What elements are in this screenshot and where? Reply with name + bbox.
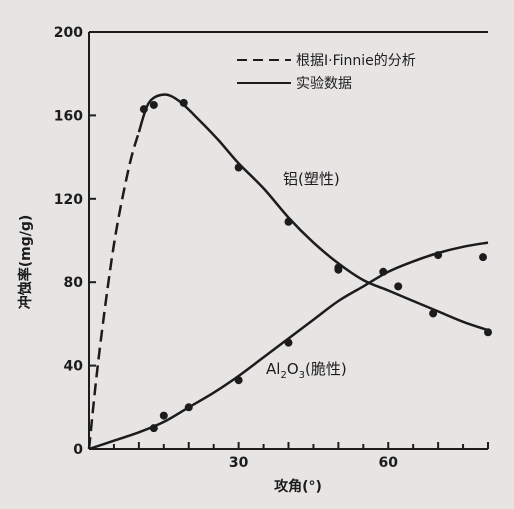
annotation-alumina-o: O [287, 360, 299, 378]
data-point [484, 328, 492, 337]
series-lines [87, 93, 489, 451]
data-point [149, 424, 158, 433]
data-point [434, 251, 443, 260]
series-line-dashed [87, 131, 141, 450]
x-tick-label: 60 [379, 455, 399, 471]
data-point [429, 309, 438, 318]
y-ticks: 0 40 80 120 160 200 [54, 25, 96, 458]
annotation-alumina-sub3: 3 [299, 370, 305, 381]
series-line-solid [137, 93, 489, 332]
annotation-alumina-sub2: 2 [280, 370, 286, 381]
data-point [394, 282, 403, 291]
x-ticks: 30 60 [112, 442, 489, 471]
x-tick-label: 30 [229, 455, 249, 471]
legend: 根据I·Finnie的分析 实验数据 [237, 53, 416, 92]
data-point [159, 411, 168, 420]
data-point [149, 100, 158, 109]
data-point [234, 163, 243, 172]
y-axis-title: 冲蚀率(mg/g) [17, 215, 34, 310]
y-tick-label: 160 [54, 108, 83, 124]
annotation-alumina: Al2O3(脆性) [266, 360, 347, 381]
legend-label-dashed: 根据I·Finnie的分析 [296, 53, 416, 69]
data-point [479, 253, 488, 262]
data-point [184, 403, 193, 412]
series-points [139, 98, 492, 433]
legend-label-solid: 实验数据 [296, 76, 352, 92]
data-point [284, 338, 293, 347]
data-point [234, 376, 243, 385]
data-point [179, 98, 188, 107]
x-axis-title: 攻角(°) [274, 478, 322, 495]
y-tick-label: 200 [54, 25, 83, 41]
y-tick-label: 0 [73, 442, 83, 458]
data-point [334, 263, 343, 272]
data-point [284, 217, 293, 226]
y-tick-label: 80 [64, 275, 84, 291]
y-tick-label: 120 [54, 192, 83, 208]
y-tick-label: 40 [64, 359, 84, 375]
annotation-aluminum: 铝(塑性) [283, 170, 340, 188]
data-point [379, 267, 388, 276]
annotation-alumina-al: Al [266, 360, 280, 378]
annotation-alumina-suffix: (脆性) [305, 360, 347, 378]
data-point [139, 105, 148, 114]
